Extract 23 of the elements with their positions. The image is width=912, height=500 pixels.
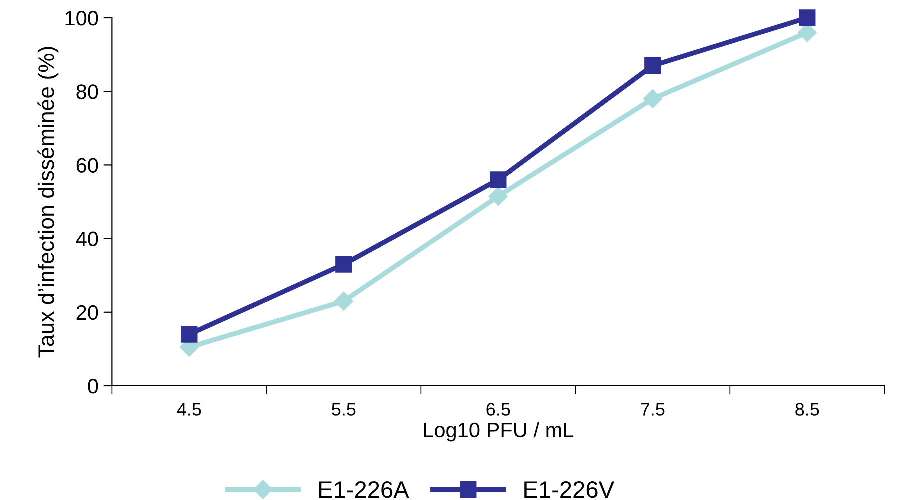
x-tick-label: 6.5 [486, 403, 510, 416]
x-tick-label: 8.5 [796, 403, 820, 416]
point [799, 10, 816, 26]
point [181, 326, 198, 343]
legend-label: E1-226V [524, 481, 614, 498]
x-axis-title: Log10 PFU / mL [424, 422, 574, 442]
y-tick-label: 40 [76, 232, 98, 247]
y-tick-label: 80 [76, 84, 98, 100]
point [644, 58, 662, 74]
point [336, 256, 352, 273]
legend-label: E1-226A [319, 481, 410, 498]
y-tick-label: 0 [88, 379, 98, 394]
point [490, 172, 507, 188]
y-tick-label: 100 [66, 11, 98, 26]
x-tick-label: 5.5 [332, 403, 356, 416]
point [643, 89, 662, 108]
y-tick-label: 60 [76, 158, 98, 173]
point [488, 186, 508, 206]
y-axis-title: Taux d’infection disséminée (%) [38, 47, 59, 358]
x-tick-label: 4.5 [177, 403, 202, 416]
point [334, 292, 354, 311]
y-tick-label: 20 [76, 305, 98, 320]
x-tick-label: 7.5 [641, 403, 665, 416]
